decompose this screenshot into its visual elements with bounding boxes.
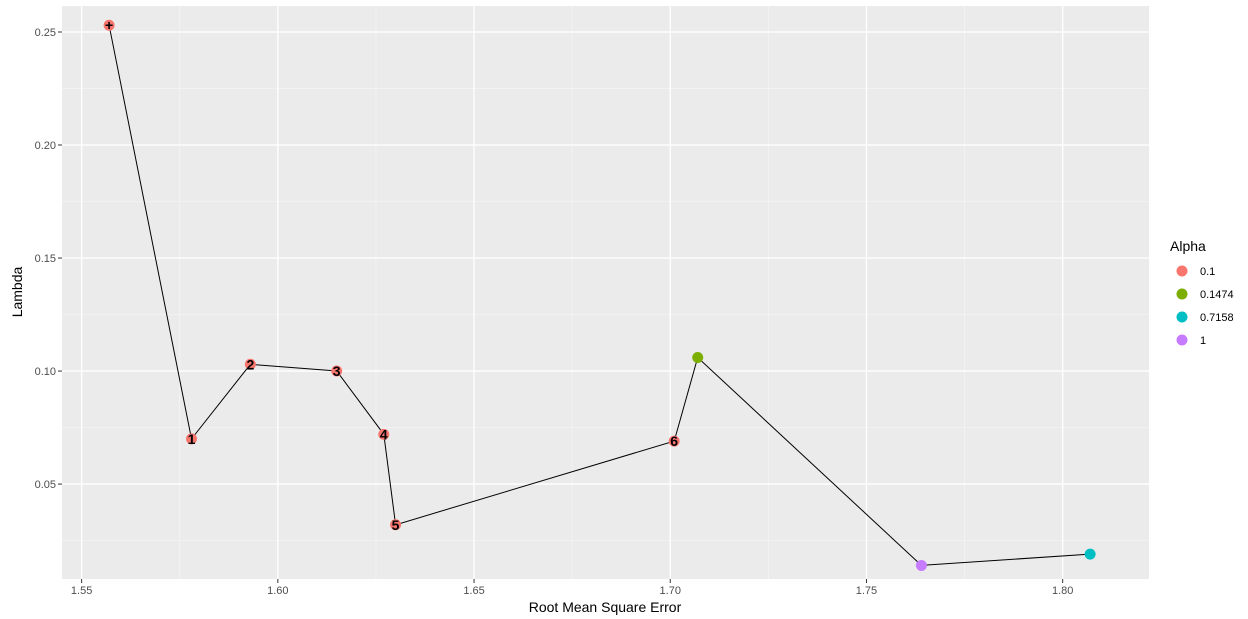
y-tick-label: 0.10 — [35, 366, 56, 378]
legend-key — [1176, 265, 1188, 277]
minor-gridlines — [62, 6, 1149, 579]
data-point — [915, 559, 927, 571]
point-label: 6 — [670, 433, 678, 449]
x-tick-label: 1.65 — [463, 585, 484, 597]
legend-key — [1176, 311, 1188, 323]
point-label: + — [105, 17, 113, 33]
y-tick-label: 0.05 — [35, 479, 56, 491]
legend-items: 0.1 0.1474 0.7158 1 — [1176, 265, 1234, 347]
legend-label: 0.1 — [1200, 266, 1215, 278]
data-point — [668, 435, 680, 447]
point-label: 5 — [392, 517, 400, 533]
point-label: 3 — [333, 363, 341, 379]
y-tick-label: 0.15 — [35, 253, 56, 265]
data-point — [390, 519, 402, 531]
y-tick-label: 0.20 — [35, 140, 56, 152]
path-line — [108, 25, 1091, 566]
y-tick-label: 0.25 — [35, 27, 56, 39]
data-point — [244, 358, 256, 370]
legend-key — [1176, 288, 1188, 300]
x-tick-label: 1.70 — [660, 585, 681, 597]
series-line — [108, 25, 1091, 566]
x-tick-label: 1.80 — [1052, 585, 1073, 597]
y-axis-title: Lambda — [9, 266, 25, 317]
data-point — [103, 19, 115, 31]
legend-label: 1 — [1200, 335, 1206, 347]
data-point — [185, 433, 197, 445]
point-label: 1 — [188, 431, 196, 447]
point-label: 4 — [380, 426, 388, 442]
y-tick-labels: 0.05 0.10 0.15 0.20 0.25 — [35, 27, 56, 491]
major-gridlines — [62, 6, 1149, 579]
x-axis-title: Root Mean Square Error — [529, 599, 682, 615]
x-tick-label: 1.55 — [71, 585, 92, 597]
data-points — [103, 19, 1096, 571]
axis-ticks — [58, 31, 1064, 583]
legend-title: Alpha — [1170, 238, 1206, 254]
data-point — [331, 365, 343, 377]
legend-label: 0.7158 — [1200, 312, 1234, 324]
data-point — [692, 351, 704, 363]
x-tick-label: 1.60 — [267, 585, 288, 597]
legend: Alpha 0.1 0.1474 0.7158 1 — [1170, 238, 1234, 347]
point-label: 2 — [246, 356, 254, 372]
x-tick-labels: 1.55 1.60 1.65 1.70 1.75 1.80 — [71, 585, 1073, 597]
x-tick-label: 1.75 — [856, 585, 877, 597]
data-point — [378, 428, 390, 440]
legend-label: 0.1474 — [1200, 289, 1234, 301]
panel-background — [62, 6, 1149, 579]
point-labels: +1 2 3 4 5 6 — [105, 17, 678, 533]
legend-key — [1176, 334, 1188, 346]
data-point — [1084, 548, 1096, 560]
